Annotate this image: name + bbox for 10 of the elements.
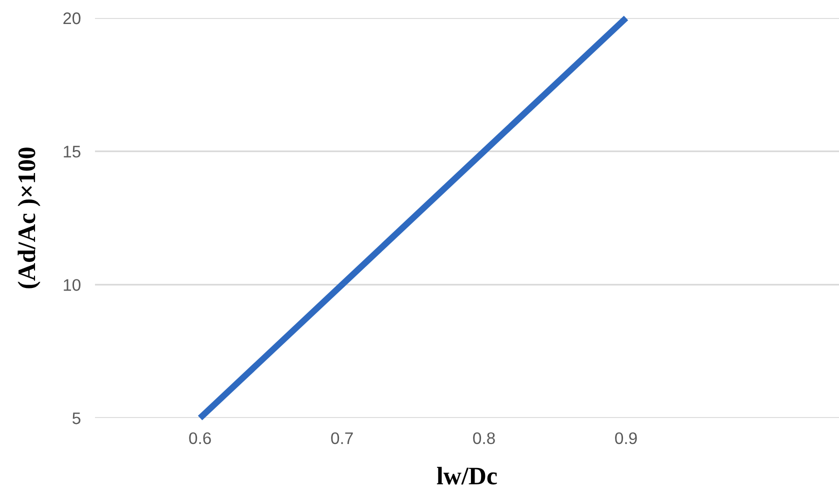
y-tick-label: 15 <box>64 146 80 158</box>
x-tick-label: 0.7 <box>331 432 353 444</box>
y-tick-label: 5 <box>72 412 80 424</box>
y-tick-label: 20 <box>63 12 80 24</box>
y-axis-title: (Ad/Ac )×100 <box>18 148 40 288</box>
y-tick-label: 10 <box>64 279 80 291</box>
x-tick-label: 0.9 <box>615 432 637 444</box>
x-tick-label: 0.6 <box>189 432 211 444</box>
x-axis-title: lw/Dc <box>436 466 497 484</box>
x-tick-label: 0.8 <box>473 432 495 444</box>
